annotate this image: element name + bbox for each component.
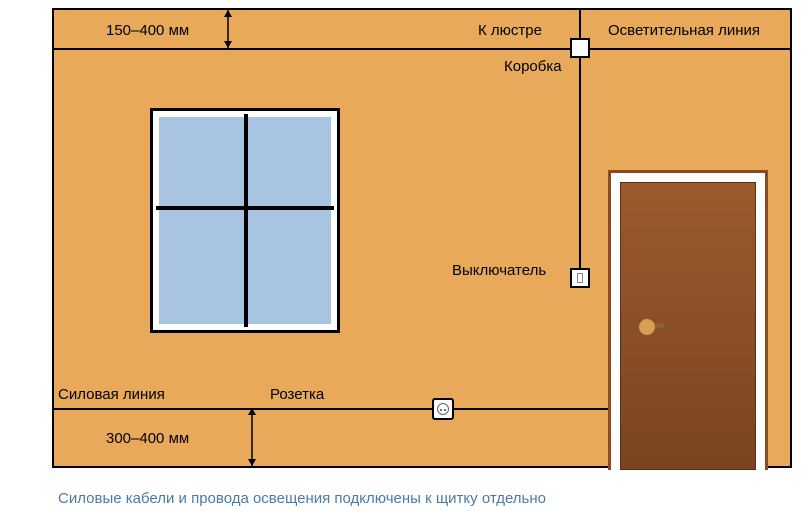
label-switch: Выключатель xyxy=(452,262,546,279)
window xyxy=(150,108,340,333)
label-top-dimension: 150–400 мм xyxy=(106,22,189,39)
label-lighting-line: Осветительная линия xyxy=(608,22,760,39)
label-to-chandelier: К люстре xyxy=(478,22,542,39)
dimension-arrow-bottom xyxy=(242,408,262,466)
power-line xyxy=(52,408,608,410)
light-switch xyxy=(570,268,590,288)
outlet-hole xyxy=(440,409,442,411)
label-power-line: Силовая линия xyxy=(58,386,165,403)
outlet-face xyxy=(437,403,449,415)
door-panel xyxy=(620,182,756,470)
label-socket: Розетка xyxy=(270,386,324,403)
switch-rocker xyxy=(577,273,583,283)
junction-box xyxy=(570,38,590,58)
caption: Силовые кабели и провода освещения подкл… xyxy=(58,490,546,507)
label-junction-box: Коробка xyxy=(504,58,562,75)
window-mullion-vertical xyxy=(244,114,248,327)
outlet-hole xyxy=(444,409,446,411)
diagram-container: 150–400 мм Осветительная линия К люстре … xyxy=(0,0,807,511)
door-knob xyxy=(639,319,655,335)
lighting-line xyxy=(52,48,792,50)
window-mullion-horizontal xyxy=(156,206,334,210)
label-bottom-dimension: 300–400 мм xyxy=(106,430,189,447)
power-outlet xyxy=(432,398,454,420)
dimension-arrow-top xyxy=(218,10,238,48)
